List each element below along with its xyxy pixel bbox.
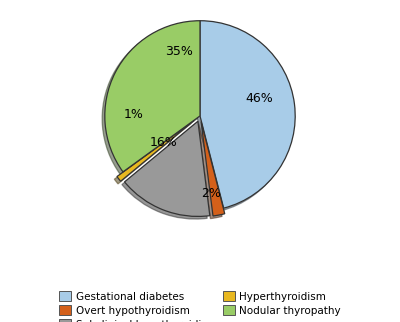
Text: 35%: 35% [165, 45, 193, 58]
Wedge shape [105, 21, 200, 172]
Text: 1%: 1% [124, 108, 143, 120]
Text: 16%: 16% [150, 136, 178, 149]
Text: 46%: 46% [245, 92, 273, 105]
Wedge shape [200, 21, 295, 208]
Text: 2%: 2% [202, 187, 221, 201]
Wedge shape [124, 121, 210, 216]
Wedge shape [117, 120, 194, 181]
Legend: Gestational diabetes, Overt hypothyroidism, Subclinical hypothyroidism, Hyperthy: Gestational diabetes, Overt hypothyroidi… [55, 287, 345, 322]
Wedge shape [201, 121, 225, 216]
